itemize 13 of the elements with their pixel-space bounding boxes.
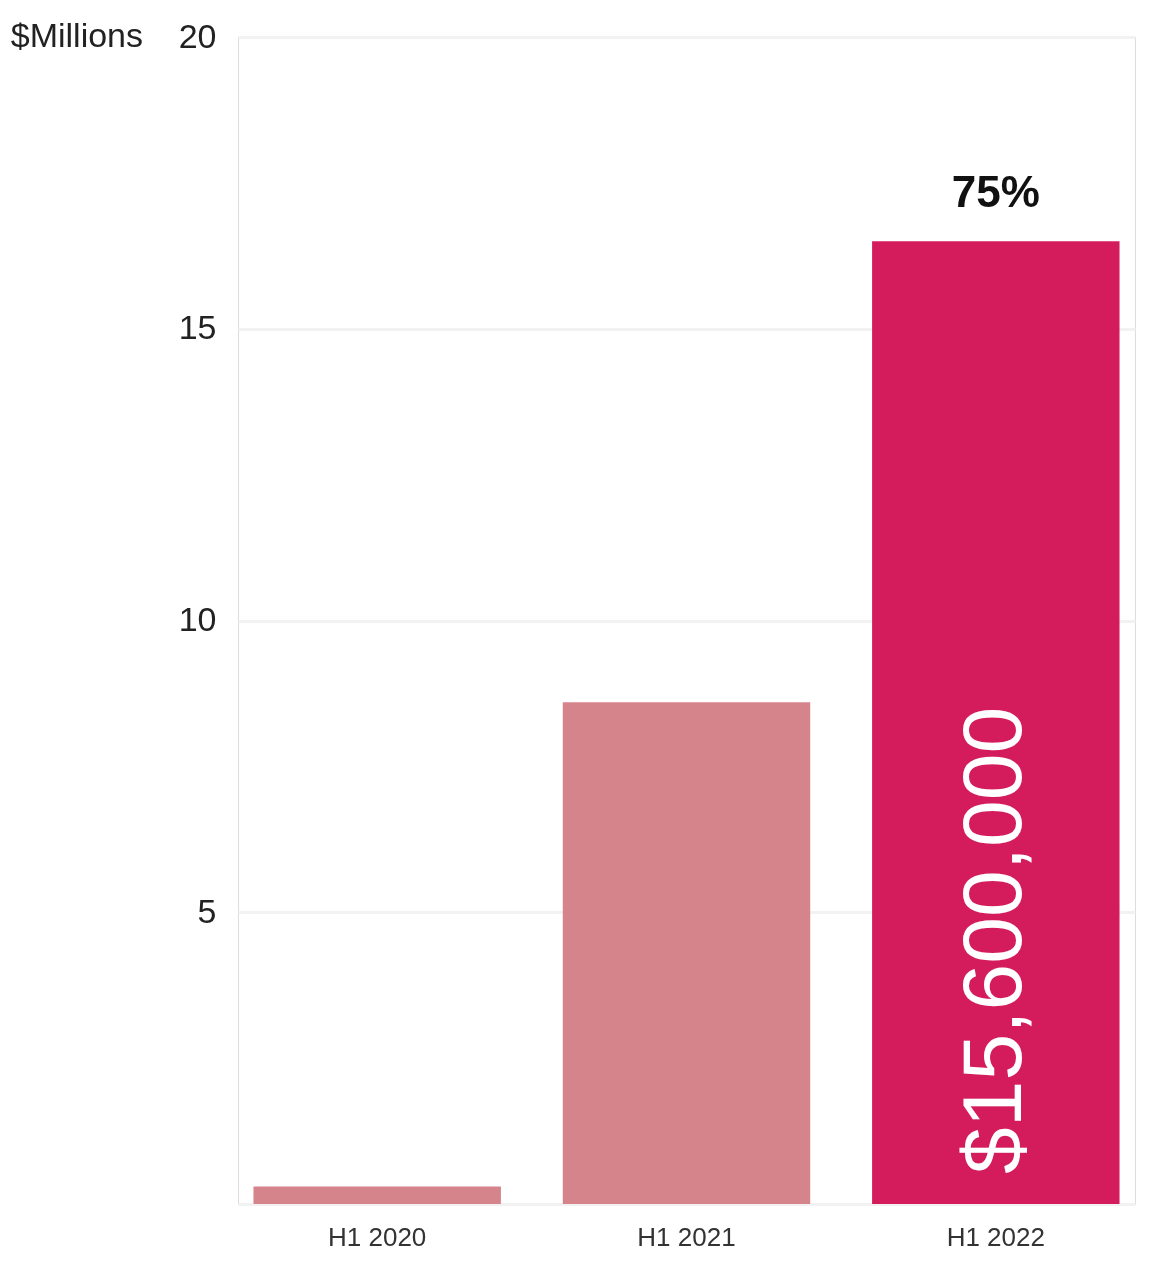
x-tick-label: H1 2021 <box>637 1221 736 1252</box>
y-tick-label: 10 <box>178 600 217 638</box>
bar <box>872 241 1120 1204</box>
x-tick-label: H1 2022 <box>946 1221 1045 1252</box>
annotation: $15,600,000 <box>944 706 1039 1174</box>
y-tick-label: 15 <box>178 308 217 347</box>
y-tick-label: 5 <box>197 891 217 930</box>
y-tick-label: 20 <box>178 16 217 55</box>
bar <box>562 702 811 1204</box>
bar <box>253 1186 501 1204</box>
x-tick-label: H1 2020 <box>328 1221 427 1252</box>
annotation: 75% <box>951 167 1040 217</box>
y-axis-title: $Millions <box>10 16 143 54</box>
